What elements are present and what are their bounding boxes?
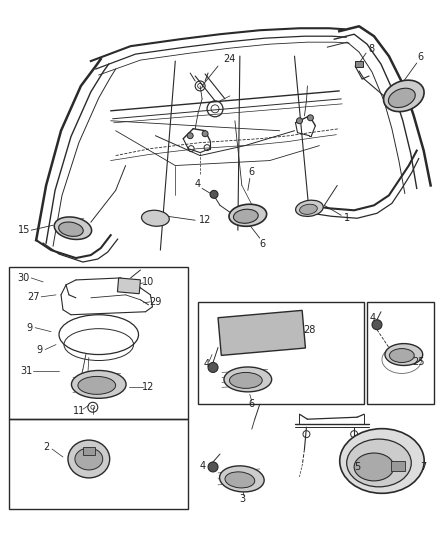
Bar xyxy=(367,302,434,404)
Text: 24: 24 xyxy=(224,54,236,64)
Ellipse shape xyxy=(233,209,258,223)
Ellipse shape xyxy=(230,373,262,389)
Bar xyxy=(198,302,364,404)
Ellipse shape xyxy=(224,367,272,392)
Ellipse shape xyxy=(354,453,394,481)
Text: 4: 4 xyxy=(200,461,206,471)
Text: 6: 6 xyxy=(260,239,266,249)
Ellipse shape xyxy=(340,429,424,494)
Bar xyxy=(391,461,405,471)
Text: 30: 30 xyxy=(17,273,29,283)
Ellipse shape xyxy=(187,133,193,139)
Ellipse shape xyxy=(78,376,116,394)
Text: 9: 9 xyxy=(36,344,42,354)
Ellipse shape xyxy=(208,362,218,373)
Text: 29: 29 xyxy=(149,297,162,307)
Text: 28: 28 xyxy=(303,325,316,335)
Ellipse shape xyxy=(307,115,314,121)
Ellipse shape xyxy=(389,88,415,108)
Ellipse shape xyxy=(68,440,110,478)
Bar xyxy=(9,267,188,419)
Ellipse shape xyxy=(229,204,267,227)
Text: 2: 2 xyxy=(43,442,49,452)
Ellipse shape xyxy=(389,349,414,362)
Ellipse shape xyxy=(219,466,264,492)
Text: 5: 5 xyxy=(354,462,360,472)
Text: 11: 11 xyxy=(73,406,85,416)
Bar xyxy=(355,61,363,67)
Ellipse shape xyxy=(300,204,317,214)
Text: 25: 25 xyxy=(413,357,425,367)
Ellipse shape xyxy=(210,190,218,198)
Text: 4: 4 xyxy=(370,313,376,323)
Ellipse shape xyxy=(75,448,103,470)
Text: 6: 6 xyxy=(418,52,424,62)
Ellipse shape xyxy=(141,210,169,227)
Ellipse shape xyxy=(297,118,303,124)
Ellipse shape xyxy=(54,217,92,239)
Bar xyxy=(9,419,188,508)
Text: 12: 12 xyxy=(199,215,211,225)
Text: 9: 9 xyxy=(26,322,32,333)
Text: 1: 1 xyxy=(344,213,350,223)
Text: 4: 4 xyxy=(204,359,210,369)
Text: 8: 8 xyxy=(368,44,374,54)
Bar xyxy=(218,310,305,356)
Ellipse shape xyxy=(71,370,126,398)
Text: 10: 10 xyxy=(142,277,155,287)
Text: 6: 6 xyxy=(249,399,255,409)
Ellipse shape xyxy=(59,222,83,236)
Text: 4: 4 xyxy=(194,180,200,189)
Text: 6: 6 xyxy=(249,167,255,177)
Text: 3: 3 xyxy=(240,494,246,504)
Text: 7: 7 xyxy=(420,462,427,472)
Text: 31: 31 xyxy=(20,367,32,376)
Text: 12: 12 xyxy=(142,382,155,392)
Text: 15: 15 xyxy=(18,225,30,235)
Ellipse shape xyxy=(208,462,218,472)
Ellipse shape xyxy=(296,200,323,216)
Ellipse shape xyxy=(347,439,411,487)
Text: 27: 27 xyxy=(27,292,39,302)
Ellipse shape xyxy=(372,320,382,330)
Ellipse shape xyxy=(202,131,208,136)
Bar xyxy=(83,447,95,455)
Ellipse shape xyxy=(384,80,424,111)
Ellipse shape xyxy=(385,344,423,366)
Bar xyxy=(117,278,141,294)
Ellipse shape xyxy=(225,472,255,488)
